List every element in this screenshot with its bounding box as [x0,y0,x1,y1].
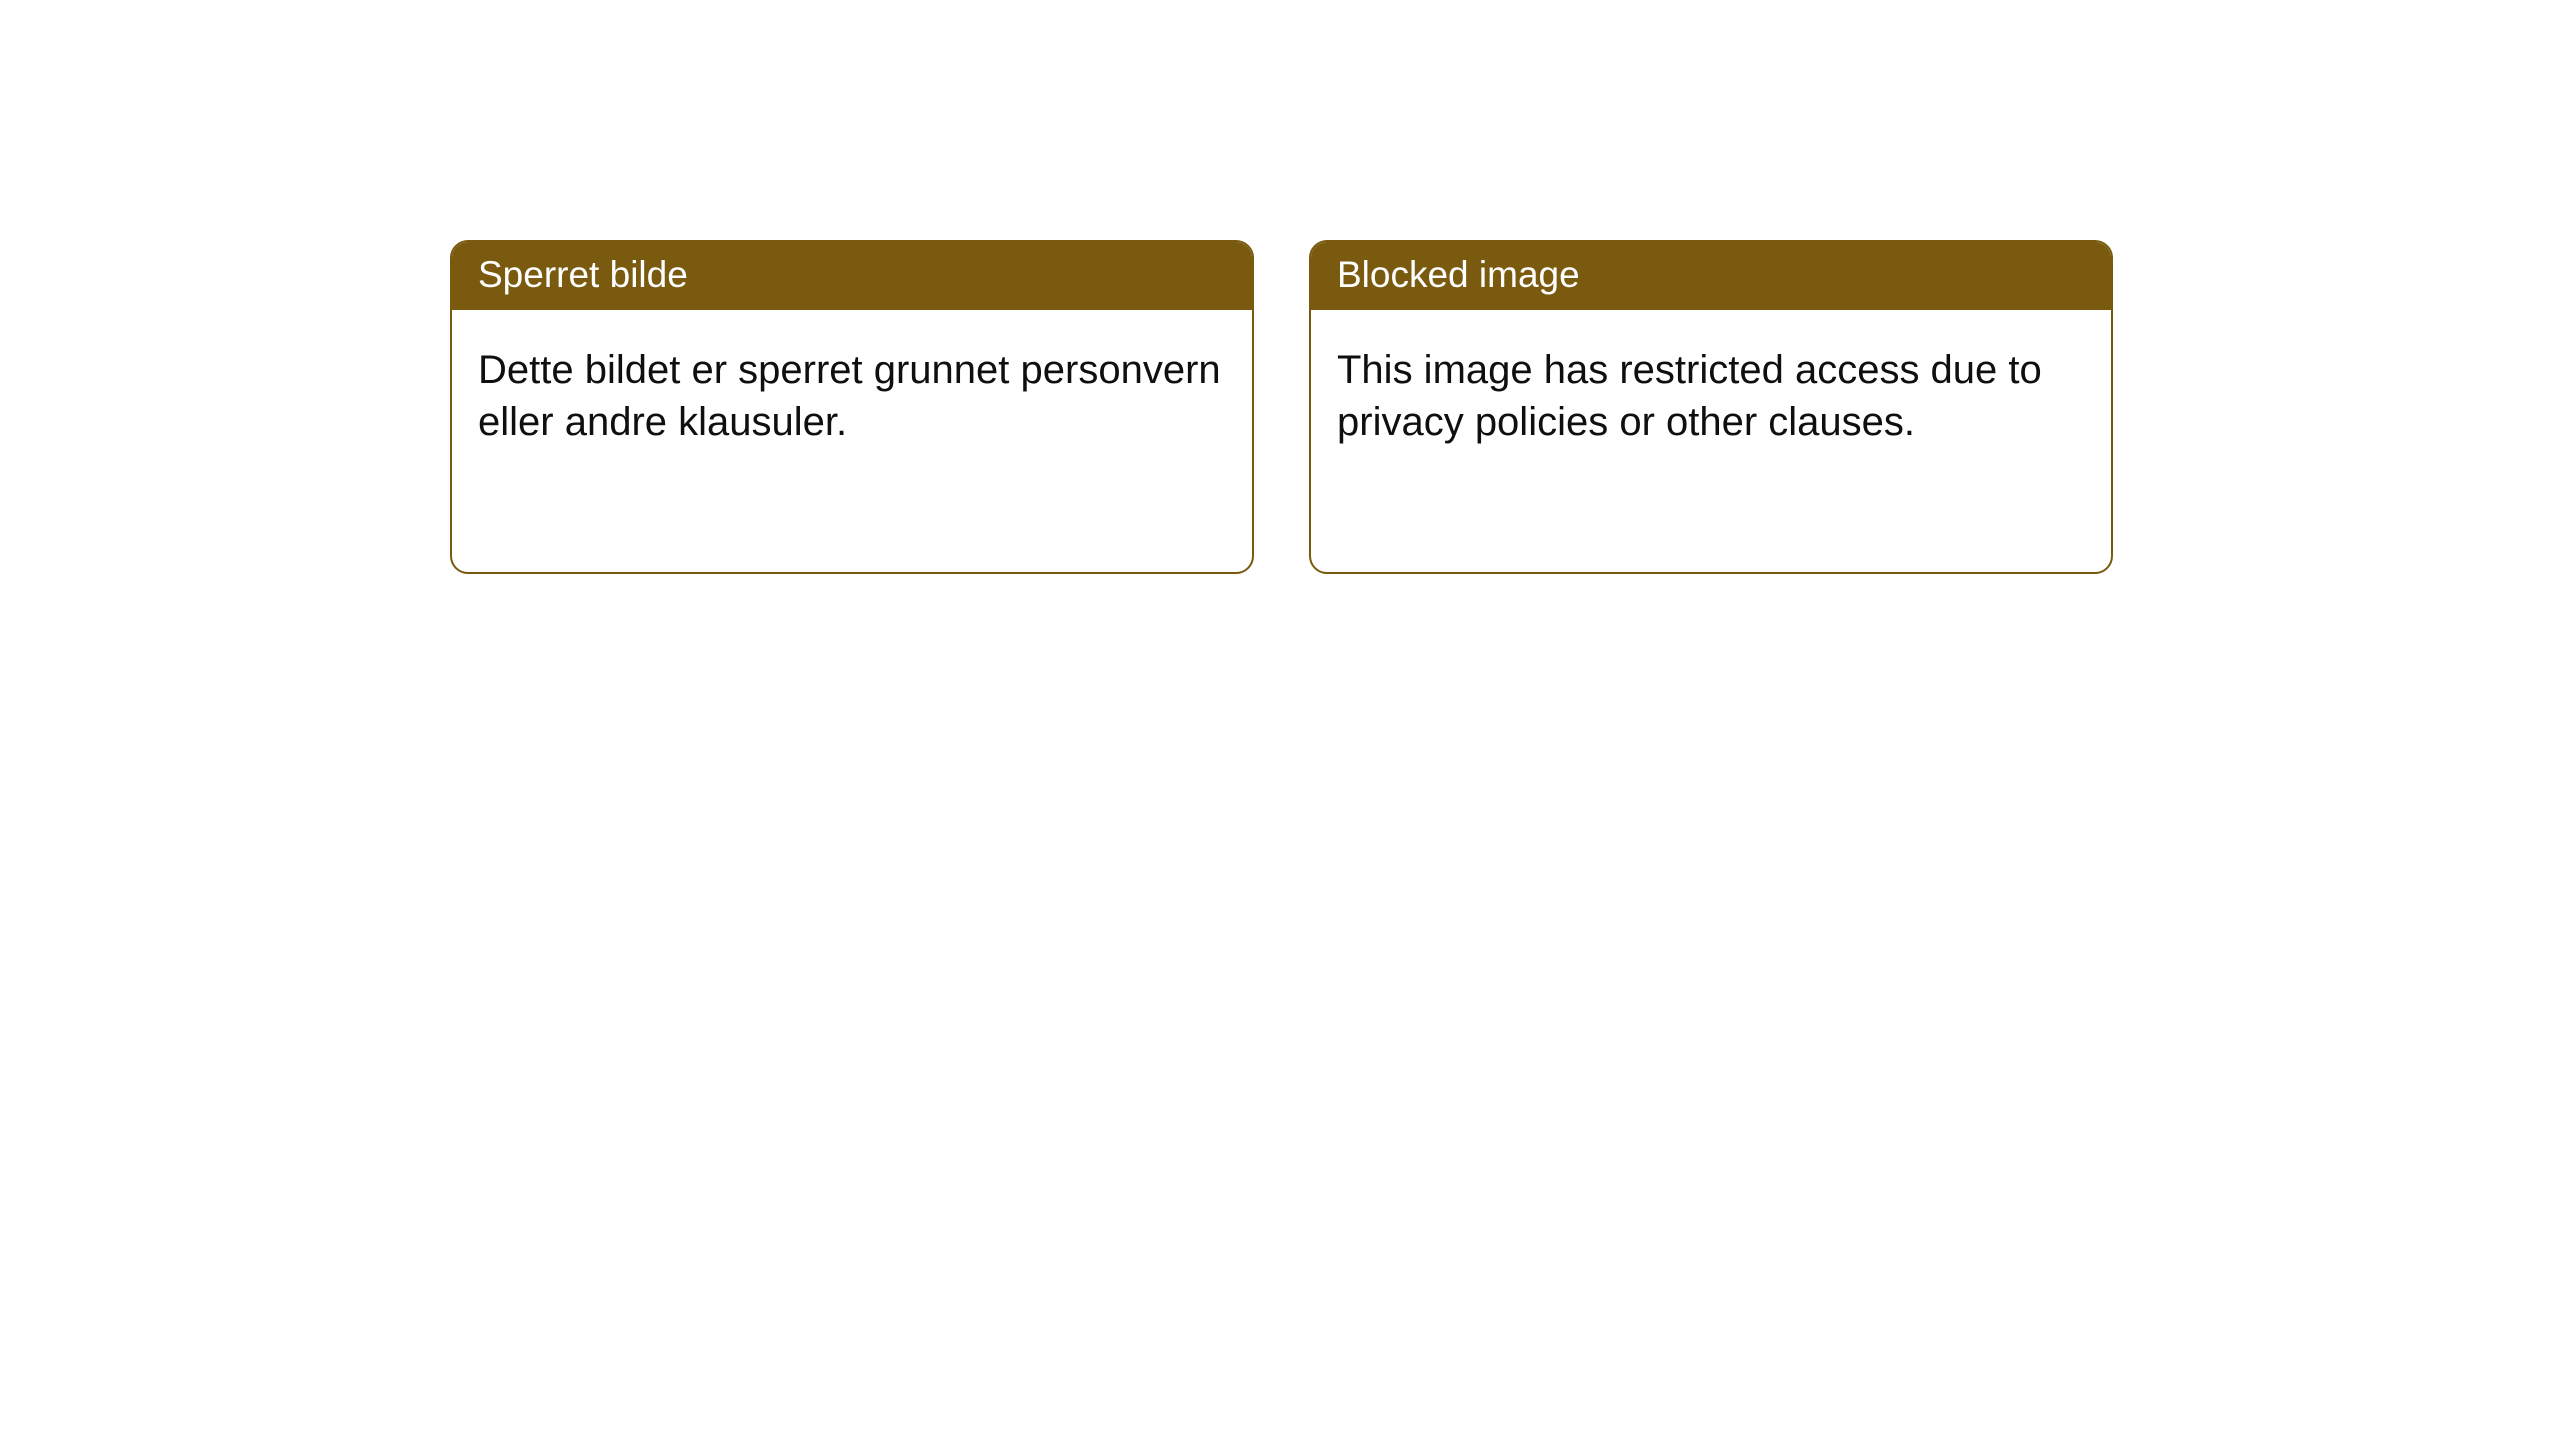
notice-card-title-no: Sperret bilde [452,242,1252,310]
notice-card-title-en: Blocked image [1311,242,2111,310]
notice-card-en: Blocked image This image has restricted … [1309,240,2113,574]
notice-container: Sperret bilde Dette bildet er sperret gr… [0,0,2560,574]
notice-card-no: Sperret bilde Dette bildet er sperret gr… [450,240,1254,574]
notice-card-body-no: Dette bildet er sperret grunnet personve… [452,310,1252,474]
notice-card-body-en: This image has restricted access due to … [1311,310,2111,474]
